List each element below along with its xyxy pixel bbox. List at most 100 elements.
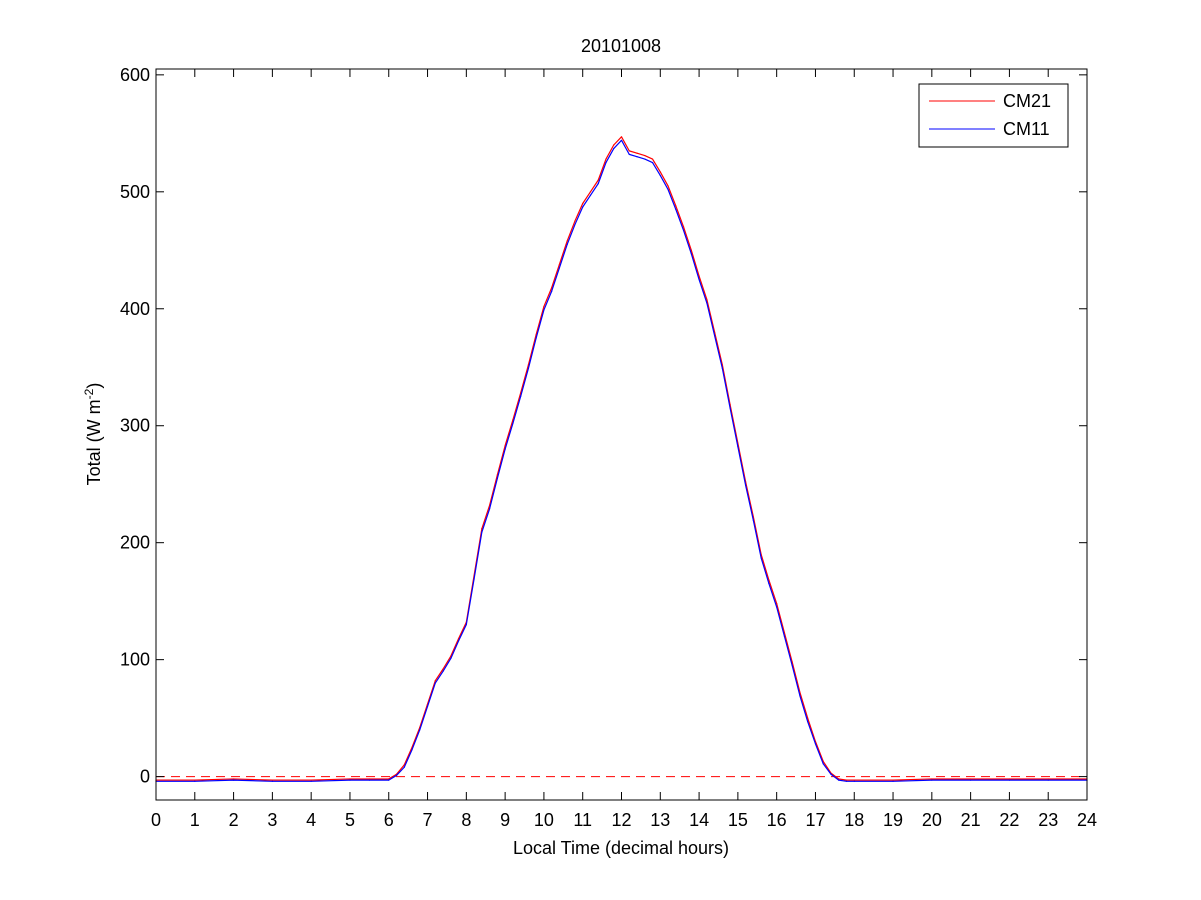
data-point-cm11 bbox=[721, 367, 723, 370]
data-point-cm11 bbox=[644, 158, 646, 160]
data-point-cm21 bbox=[853, 779, 855, 781]
data-point-cm21 bbox=[271, 779, 273, 781]
x-tick-label: 24 bbox=[1077, 810, 1097, 830]
y-tick-label: 100 bbox=[120, 650, 150, 670]
data-point-cm21 bbox=[368, 778, 370, 780]
data-point-cm11 bbox=[807, 721, 809, 723]
data-point-cm11 bbox=[814, 743, 817, 745]
y-tick-label: 0 bbox=[140, 767, 150, 787]
data-point-cm11 bbox=[597, 183, 599, 185]
data-point-cm21 bbox=[698, 275, 700, 277]
data-point-cm11 bbox=[426, 705, 429, 708]
data-point-cm11 bbox=[481, 531, 483, 533]
data-point-cm11 bbox=[675, 208, 677, 210]
data-point-cm11 bbox=[698, 278, 700, 281]
data-point-cm11 bbox=[783, 635, 786, 637]
data-point-cm21 bbox=[1008, 778, 1011, 780]
data-point-cm11 bbox=[512, 422, 514, 424]
x-tick-label: 7 bbox=[423, 810, 433, 830]
data-point-cm11 bbox=[419, 729, 421, 731]
data-point-cm21 bbox=[776, 602, 778, 605]
data-point-cm11 bbox=[745, 484, 747, 486]
data-point-cm11 bbox=[582, 206, 584, 208]
data-point-cm21 bbox=[690, 249, 692, 251]
data-point-cm11 bbox=[349, 779, 351, 781]
data-point-cm11 bbox=[682, 229, 685, 231]
data-point-cm11 bbox=[574, 223, 576, 226]
data-point-cm21 bbox=[442, 668, 444, 670]
x-axis-ticks: 0 1 2 3 4 5 6 7 8 9 10 11 12 13 14 15 16 17 18 19 20 21 22 23 24 bbox=[151, 69, 1097, 830]
series-line-cm11 bbox=[156, 139, 1087, 782]
x-tick-label: 0 bbox=[151, 810, 161, 830]
chart-title: 20101008 bbox=[581, 36, 661, 56]
data-point-cm21 bbox=[310, 779, 312, 781]
data-point-cm11 bbox=[496, 477, 498, 479]
y-axis-label-superscript: -2 bbox=[82, 388, 96, 399]
data-point-cm11 bbox=[271, 780, 273, 782]
data-point-cm11 bbox=[434, 682, 436, 684]
data-point-cm11 bbox=[310, 780, 312, 782]
y-axis-label: Total (W m-2) bbox=[82, 383, 104, 486]
x-tick-label: 22 bbox=[999, 810, 1019, 830]
data-point-cm11 bbox=[232, 779, 235, 781]
data-point-cm21 bbox=[628, 150, 630, 152]
data-point-cm21 bbox=[620, 136, 623, 138]
data-point-cm21 bbox=[597, 179, 599, 181]
x-tick-label: 9 bbox=[500, 810, 510, 830]
x-tick-label: 18 bbox=[844, 810, 864, 830]
data-point-cm21 bbox=[1047, 778, 1049, 780]
data-point-cm11 bbox=[636, 156, 638, 158]
x-tick-label: 23 bbox=[1038, 810, 1058, 830]
data-point-cm21 bbox=[551, 287, 553, 289]
data-point-cm21 bbox=[644, 154, 646, 157]
data-point-cm21 bbox=[504, 445, 506, 447]
data-point-cm11 bbox=[551, 290, 553, 292]
data-point-cm11 bbox=[752, 519, 754, 522]
series-layer bbox=[155, 136, 1088, 782]
data-point-cm11 bbox=[527, 367, 530, 370]
data-point-cm11 bbox=[613, 147, 615, 150]
data-point-cm21 bbox=[543, 305, 545, 308]
x-tick-label: 14 bbox=[689, 810, 709, 830]
x-tick-label: 15 bbox=[728, 810, 748, 830]
x-tick-label: 20 bbox=[922, 810, 942, 830]
data-point-cm11 bbox=[605, 161, 607, 164]
legend-box bbox=[918, 83, 1069, 148]
series-line-cm21 bbox=[156, 136, 1087, 781]
x-tick-label: 1 bbox=[190, 810, 200, 830]
data-point-cm21 bbox=[512, 419, 514, 421]
data-point-cm11 bbox=[395, 774, 398, 777]
x-axis-label: Local Time (decimal hours) bbox=[513, 838, 729, 858]
data-point-cm11 bbox=[489, 508, 491, 510]
x-tick-label: 11 bbox=[573, 810, 592, 830]
data-point-cm11 bbox=[760, 557, 762, 559]
data-point-cm21 bbox=[613, 144, 615, 146]
data-point-cm11 bbox=[737, 446, 739, 448]
data-point-cm11 bbox=[830, 773, 832, 775]
data-point-cm11 bbox=[457, 640, 460, 642]
data-point-cm21 bbox=[675, 205, 677, 207]
y-axis-ticks: 0 100 200 300 400 500 600 bbox=[120, 65, 1087, 787]
data-point-cm11 bbox=[791, 664, 793, 667]
data-point-cm21 bbox=[582, 202, 584, 205]
data-point-cm11 bbox=[620, 139, 623, 141]
data-point-cm11 bbox=[768, 583, 770, 585]
data-point-cm11 bbox=[543, 309, 545, 311]
plot-area: 0 1 2 3 4 5 6 7 8 9 10 11 12 13 14 15 16 17 18 19 20 21 22 23 24… bbox=[120, 65, 1097, 830]
data-point-cm11 bbox=[520, 395, 522, 398]
data-point-cm11 bbox=[1008, 779, 1011, 781]
data-point-cm21 bbox=[970, 778, 972, 780]
data-point-cm11 bbox=[465, 623, 467, 626]
x-tick-label: 8 bbox=[461, 810, 471, 830]
data-point-cm11 bbox=[892, 780, 894, 782]
data-point-cm21 bbox=[194, 779, 196, 781]
data-point-cm11 bbox=[729, 407, 731, 409]
data-point-cm11 bbox=[690, 253, 692, 255]
data-point-cm21 bbox=[566, 240, 568, 242]
data-point-cm11 bbox=[845, 780, 848, 782]
data-point-cm11 bbox=[799, 695, 801, 697]
series-points-cm11 bbox=[155, 139, 1088, 782]
x-tick-label: 6 bbox=[384, 810, 394, 830]
data-point-cm11 bbox=[659, 174, 661, 177]
data-point-cm21 bbox=[682, 226, 685, 228]
